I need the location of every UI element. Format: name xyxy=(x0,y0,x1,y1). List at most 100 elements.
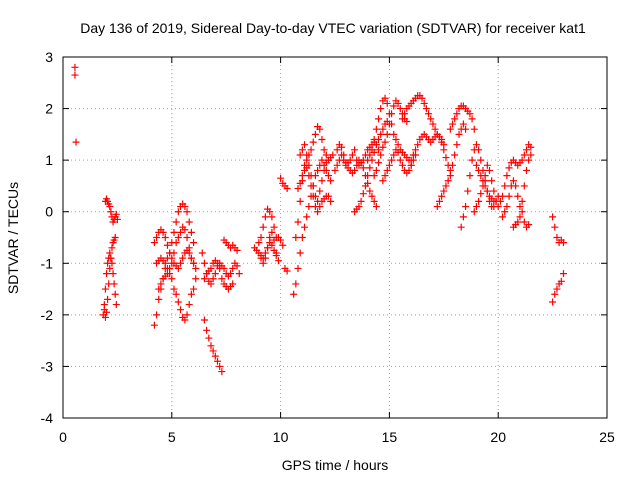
data-point xyxy=(161,234,169,241)
data-point xyxy=(268,241,276,249)
data-point xyxy=(185,244,193,252)
data-point xyxy=(324,172,332,180)
data-point xyxy=(496,197,504,205)
data-point xyxy=(296,151,304,159)
data-point xyxy=(268,213,276,221)
data-point xyxy=(475,197,483,205)
data-point xyxy=(401,110,409,118)
data-point xyxy=(329,151,337,159)
data-point xyxy=(522,146,530,154)
data-point xyxy=(227,270,235,278)
data-point xyxy=(499,213,507,221)
data-point xyxy=(255,239,263,247)
data-point xyxy=(113,215,121,223)
data-point xyxy=(409,151,417,159)
series-arc-4h-b xyxy=(150,226,200,272)
data-point xyxy=(438,138,446,146)
data-point xyxy=(338,143,346,151)
data-point xyxy=(388,110,396,118)
series-arc-13h-b xyxy=(333,141,380,211)
y-tick-label: 0 xyxy=(45,204,53,220)
data-point xyxy=(101,285,109,293)
data-point xyxy=(370,136,378,144)
data-point xyxy=(185,301,193,309)
data-point xyxy=(472,161,480,169)
data-point xyxy=(381,94,389,102)
data-point xyxy=(472,203,480,211)
data-point xyxy=(451,151,459,159)
data-point xyxy=(446,125,454,133)
data-point xyxy=(159,228,167,236)
data-point xyxy=(483,187,491,195)
data-point xyxy=(418,94,426,102)
data-point xyxy=(172,290,180,298)
data-point xyxy=(179,254,187,262)
data-point xyxy=(298,172,306,180)
data-point xyxy=(261,213,269,221)
data-point xyxy=(396,156,404,164)
data-point xyxy=(375,159,383,167)
series-arc-22h-b xyxy=(549,270,567,306)
data-point xyxy=(359,190,367,198)
data-point xyxy=(446,172,454,180)
data-point xyxy=(187,228,195,236)
data-point xyxy=(172,239,180,247)
data-point xyxy=(283,185,291,193)
data-point xyxy=(192,275,200,283)
data-point xyxy=(405,166,413,174)
data-point xyxy=(264,244,272,252)
data-point xyxy=(108,244,116,252)
data-point xyxy=(559,239,567,247)
series-arc-6h-d xyxy=(220,236,241,254)
data-point xyxy=(296,197,304,205)
data-point xyxy=(505,164,513,172)
data-point xyxy=(103,270,111,278)
data-point xyxy=(516,203,524,211)
data-point xyxy=(477,190,485,198)
data-point xyxy=(394,141,402,149)
data-point xyxy=(518,208,526,216)
data-point xyxy=(187,290,195,298)
data-point xyxy=(108,259,116,267)
data-point xyxy=(190,285,198,293)
data-point xyxy=(459,213,467,221)
data-point xyxy=(190,259,198,267)
data-point xyxy=(390,130,398,138)
data-point xyxy=(229,264,237,272)
data-point xyxy=(157,280,165,288)
data-point xyxy=(174,234,182,241)
data-point xyxy=(170,249,178,257)
data-point xyxy=(459,120,467,128)
data-point xyxy=(200,316,208,324)
data-point xyxy=(351,166,359,174)
data-point xyxy=(112,210,120,218)
data-point xyxy=(359,164,367,172)
data-point xyxy=(407,156,415,164)
data-point xyxy=(259,259,267,267)
chart-title: Day 136 of 2019, Sidereal Day-to-day VTE… xyxy=(80,20,586,36)
data-point xyxy=(174,208,182,216)
data-point xyxy=(181,203,189,211)
data-point xyxy=(112,301,120,309)
data-point xyxy=(316,203,324,211)
series-arc-13h-c xyxy=(351,117,391,216)
data-point xyxy=(266,208,274,216)
series-arc-9h-c xyxy=(257,228,282,267)
data-point xyxy=(549,298,557,306)
data-point xyxy=(277,174,285,182)
data-point xyxy=(457,223,465,231)
data-point xyxy=(481,182,489,190)
data-point xyxy=(106,203,114,211)
data-point xyxy=(355,203,363,211)
data-point xyxy=(388,156,396,164)
data-point xyxy=(283,267,291,275)
data-point xyxy=(475,146,483,154)
data-point xyxy=(296,249,304,257)
data-point xyxy=(372,125,380,133)
data-point xyxy=(150,321,158,329)
data-point xyxy=(207,280,215,288)
plot-frame xyxy=(62,56,608,419)
data-point xyxy=(261,254,269,262)
data-point xyxy=(444,177,452,185)
